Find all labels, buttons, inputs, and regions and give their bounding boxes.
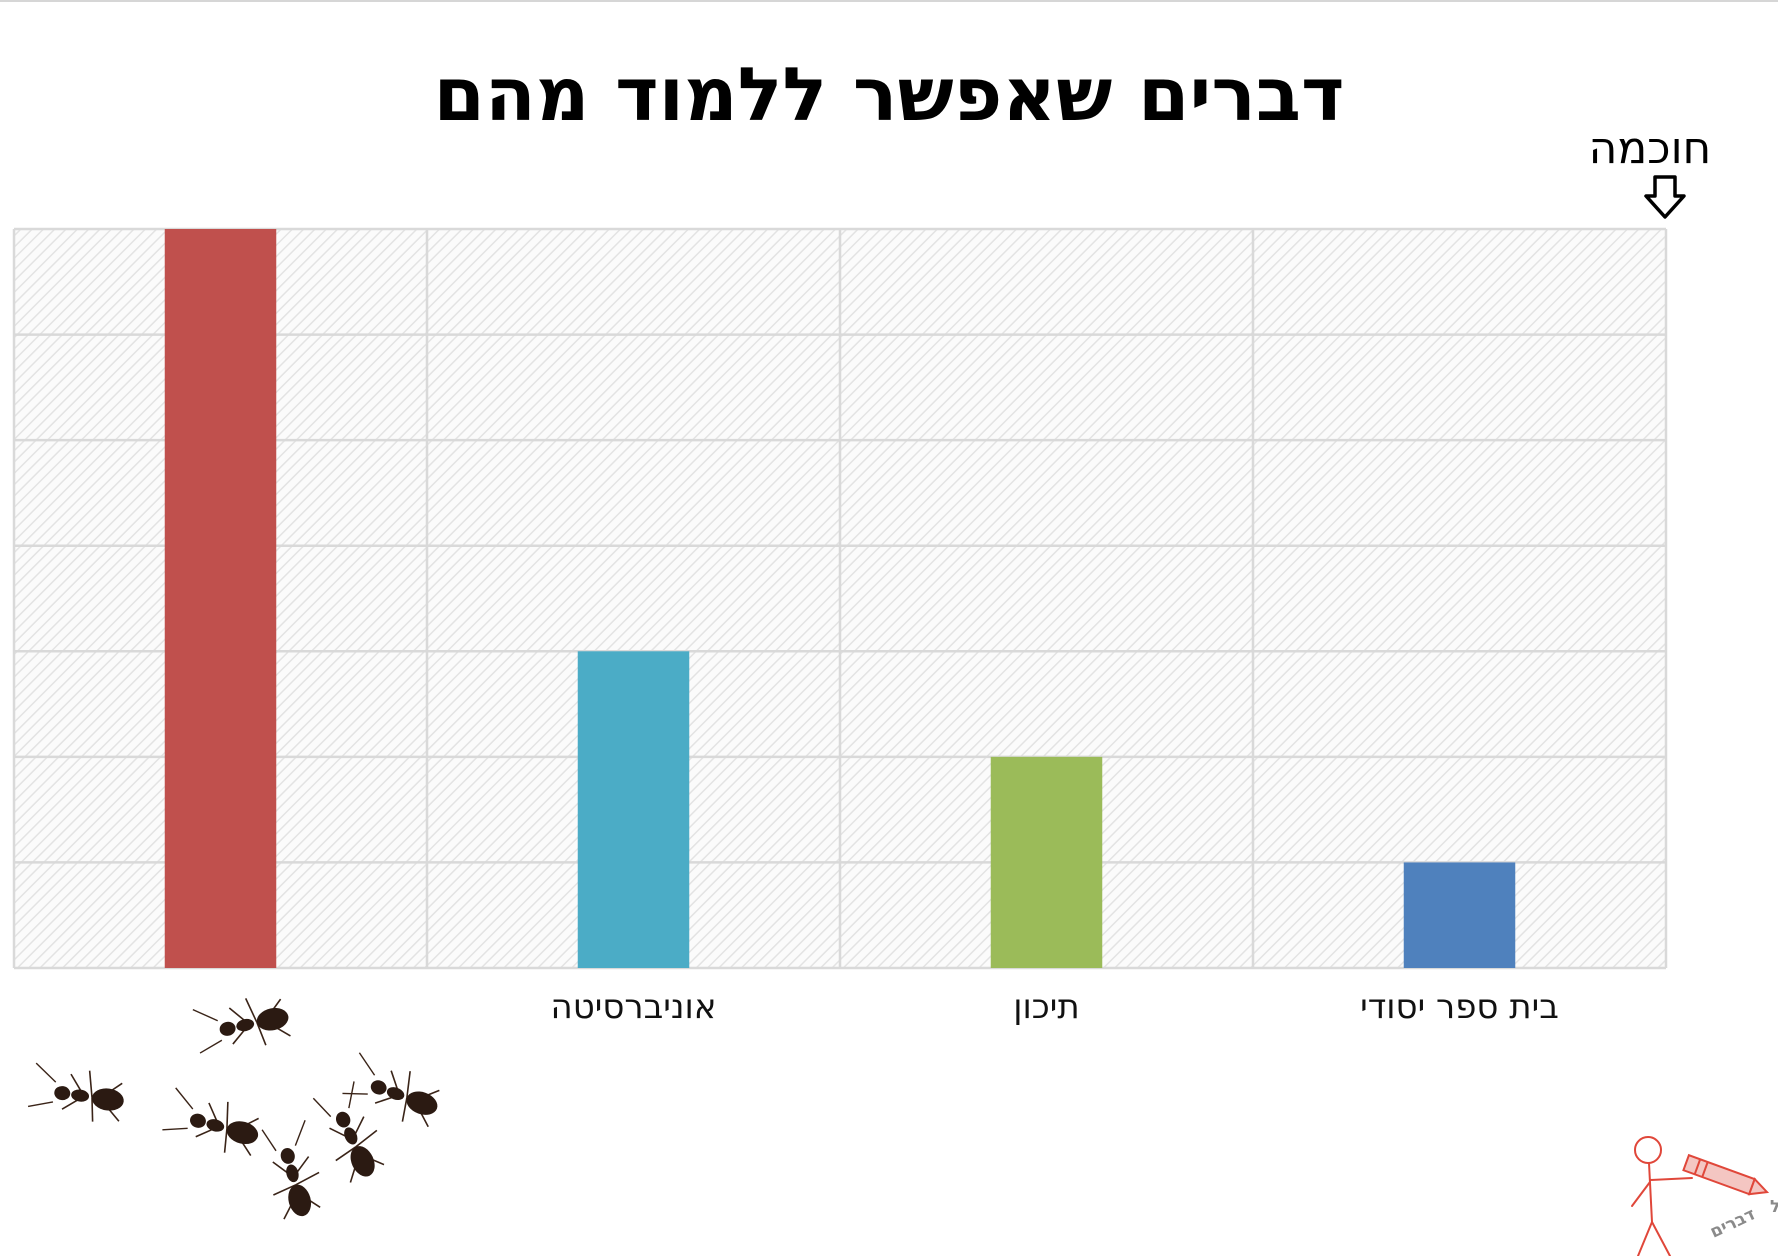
category-label-2: אוניברסיטה bbox=[551, 987, 717, 1027]
ant-icon bbox=[312, 1081, 385, 1183]
bar-1 bbox=[164, 229, 277, 968]
top-rule bbox=[0, 0, 1778, 2]
bar-3 bbox=[990, 756, 1103, 968]
bar-4 bbox=[1403, 862, 1516, 968]
bars bbox=[164, 229, 1516, 968]
pencil-icon bbox=[1682, 1153, 1770, 1196]
down-arrow-icon bbox=[1644, 175, 1686, 219]
gridlines bbox=[12, 227, 1668, 970]
ant-icon bbox=[162, 1087, 259, 1157]
ants-illustration bbox=[27, 998, 440, 1220]
logo-text-line2: דברים bbox=[1707, 1204, 1758, 1242]
ant-icon bbox=[192, 998, 291, 1054]
y-axis-label: חוכמה bbox=[1588, 123, 1712, 174]
bar-2 bbox=[577, 651, 690, 968]
category-label-4: בית ספר יסודי bbox=[1360, 987, 1559, 1027]
ant-icon bbox=[342, 1052, 440, 1128]
stick-figure-pencil-logo: גרגים של דברים bbox=[1631, 1136, 1778, 1256]
chart-title: דברים שאפשר ללמוד מהם bbox=[433, 52, 1345, 138]
ant-icon bbox=[27, 1062, 124, 1122]
category-labels: אוניברסיטה תיכון בית ספר יסודי bbox=[551, 987, 1559, 1027]
logo-text-line1: גרגים של bbox=[1770, 1197, 1778, 1217]
ant-icon bbox=[261, 1119, 321, 1220]
category-label-3: תיכון bbox=[1013, 987, 1079, 1027]
stick-figure-icon bbox=[1631, 1136, 1693, 1256]
